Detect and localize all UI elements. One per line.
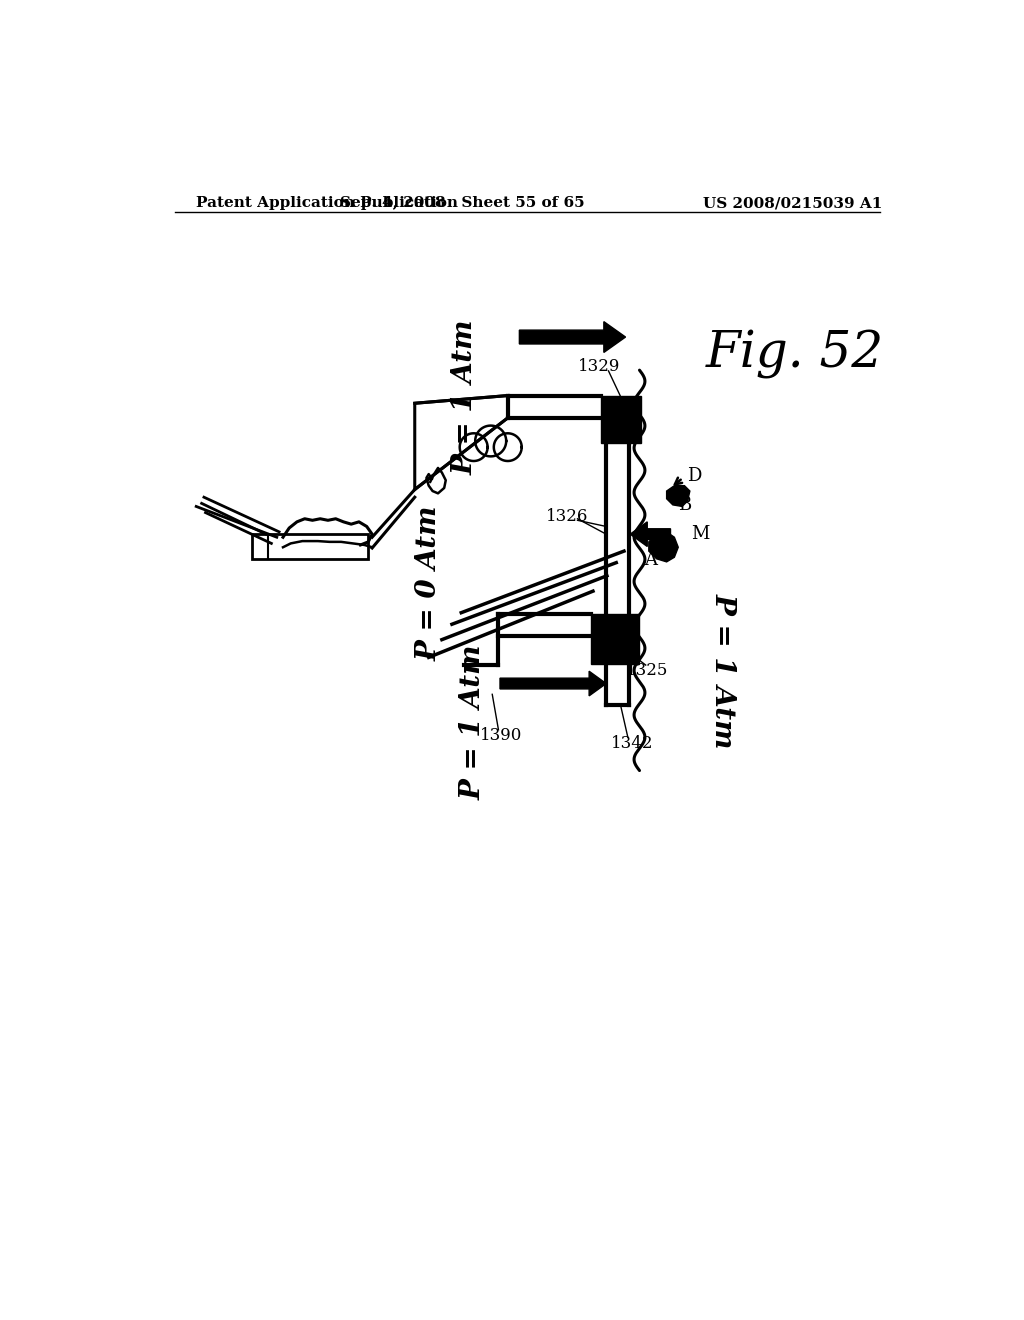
Polygon shape xyxy=(649,532,678,562)
Text: 1342: 1342 xyxy=(610,735,653,752)
Text: P = 1 Atm: P = 1 Atm xyxy=(710,593,736,748)
Text: 1326: 1326 xyxy=(546,508,589,525)
Polygon shape xyxy=(630,521,671,546)
Bar xyxy=(601,396,641,444)
Text: P = 1 Atm: P = 1 Atm xyxy=(452,319,478,475)
Text: A: A xyxy=(644,552,656,569)
Bar xyxy=(591,614,639,664)
Bar xyxy=(252,535,369,558)
Text: D: D xyxy=(686,467,701,484)
Text: Fig. 52: Fig. 52 xyxy=(706,330,884,379)
Text: P = 1 Atm: P = 1 Atm xyxy=(460,644,486,800)
Text: 1329: 1329 xyxy=(578,358,621,375)
Polygon shape xyxy=(500,671,606,696)
Text: Sep. 4, 2008   Sheet 55 of 65: Sep. 4, 2008 Sheet 55 of 65 xyxy=(341,197,585,210)
Polygon shape xyxy=(519,322,626,352)
Polygon shape xyxy=(415,396,508,490)
Text: B: B xyxy=(678,496,691,513)
Text: M: M xyxy=(691,525,710,543)
Text: 1390: 1390 xyxy=(480,727,522,744)
Polygon shape xyxy=(667,486,690,507)
Text: P = 0 Atm: P = 0 Atm xyxy=(415,506,442,661)
Text: Patent Application Publication: Patent Application Publication xyxy=(197,197,458,210)
Text: US 2008/0215039 A1: US 2008/0215039 A1 xyxy=(703,197,883,210)
Text: 1325: 1325 xyxy=(626,661,669,678)
